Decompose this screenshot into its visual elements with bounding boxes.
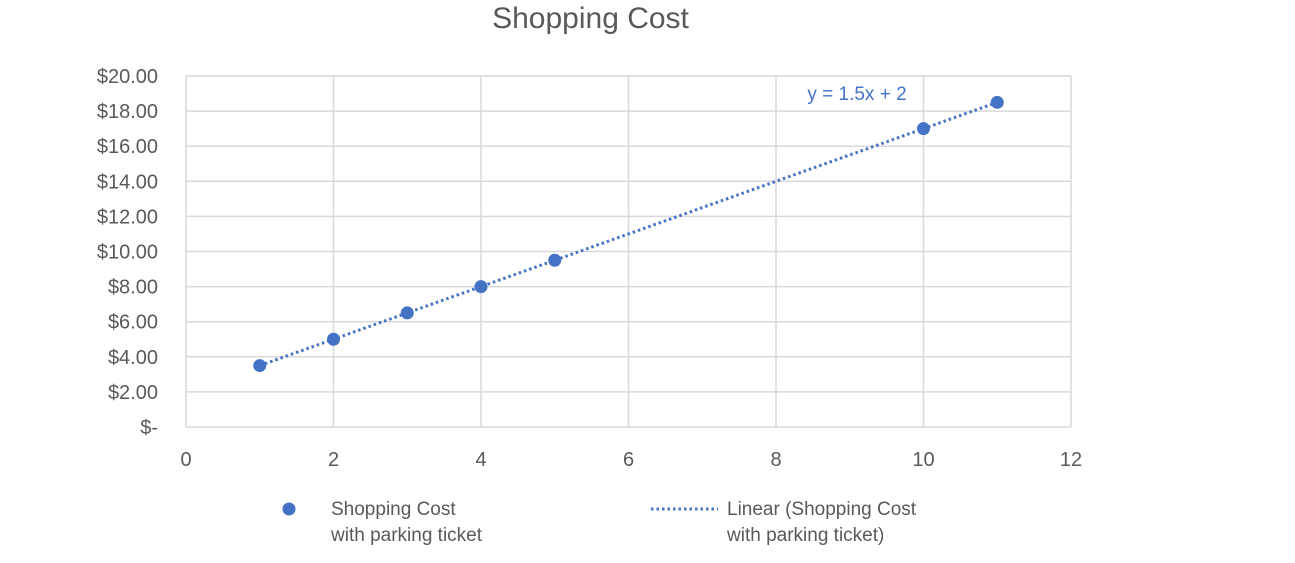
y-tick-label: $18.00 [97,101,158,123]
data-point [253,359,267,373]
y-tick-label: $14.00 [97,171,158,193]
y-tick-label: $- [140,417,158,439]
data-point [327,332,340,346]
x-tick-label: 10 [912,449,934,471]
x-tick-label: 12 [1060,449,1082,471]
legend-marker-icon [282,502,296,516]
x-tick-label: 6 [623,449,634,471]
data-point [474,280,488,294]
data-point [400,306,414,320]
chart-title: Shopping Cost [492,2,689,35]
trendline-equation: y = 1.5x + 2 [807,84,906,105]
data-point [917,122,930,136]
y-tick-label: $8.00 [108,277,158,299]
x-tick-label: 8 [770,449,781,471]
legend-label-trendline: with parking ticket) [726,525,884,546]
trendline [259,100,998,367]
data-point [990,95,1004,109]
y-tick-label: $20.00 [97,66,158,88]
legend-label-series: Shopping Cost [331,499,456,520]
data-point [548,253,562,267]
legend-label-series: with parking ticket [330,525,483,546]
x-tick-label: 2 [328,449,339,471]
y-tick-label: $4.00 [108,347,158,369]
y-tick-label: $2.00 [108,382,158,404]
legend-label-trendline: Linear (Shopping Cost [727,499,917,520]
y-tick-label: $10.00 [97,242,158,264]
y-tick-label: $6.00 [108,312,158,334]
x-tick-label: 4 [475,449,486,471]
x-tick-label: 0 [180,449,191,471]
y-tick-label: $16.00 [97,136,158,158]
y-tick-label: $12.00 [97,206,158,228]
